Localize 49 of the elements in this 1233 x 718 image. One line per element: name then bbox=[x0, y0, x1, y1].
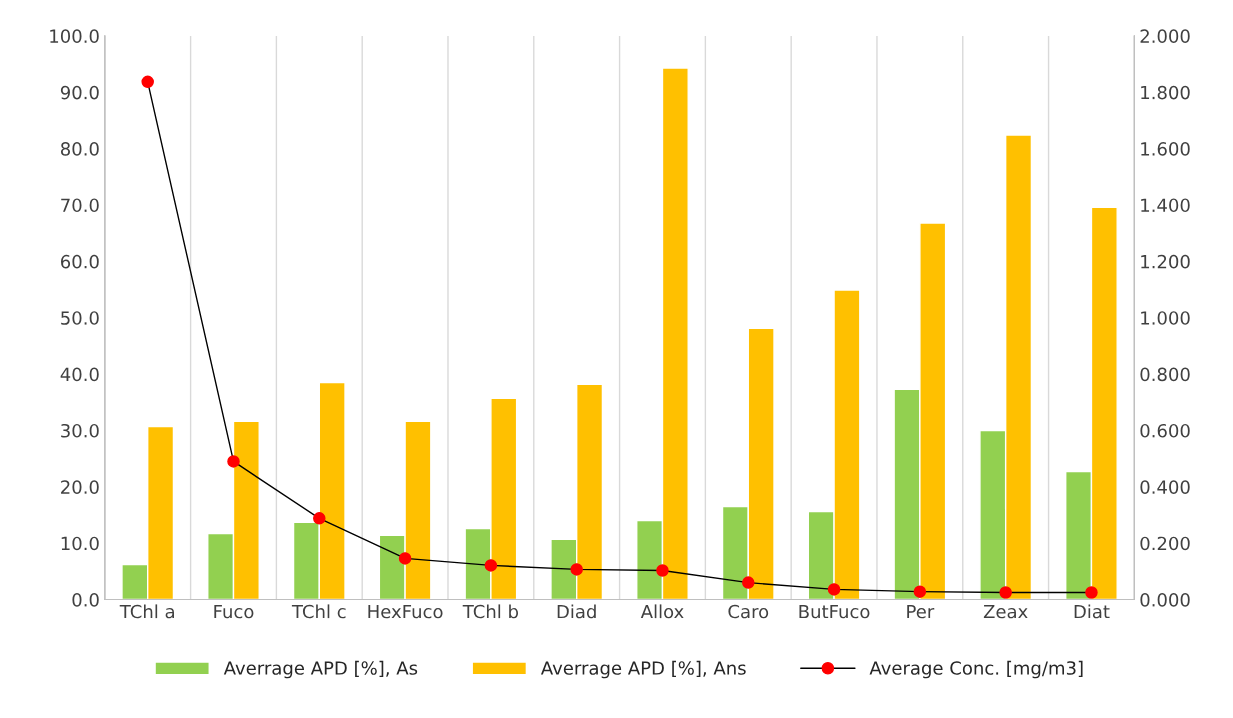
y-tick-label: 20.0 bbox=[61, 480, 99, 494]
y2-tick-label: 1.600 bbox=[1141, 142, 1190, 156]
y-tick-label: 60.0 bbox=[61, 254, 99, 269]
y2-tick-label: 0.000 bbox=[1140, 592, 1190, 607]
point bbox=[999, 586, 1012, 599]
x-tick-label: TChl b bbox=[462, 604, 519, 619]
point bbox=[227, 455, 240, 468]
x-tick-label: Caro bbox=[728, 604, 769, 619]
x-tick-label: TChl c bbox=[291, 604, 346, 619]
x-tick-label: Zeax bbox=[983, 604, 1028, 619]
x-tick-label: Per bbox=[907, 604, 935, 619]
x-tick-label: HexFuco bbox=[368, 604, 443, 619]
y-tick-label: 70.0 bbox=[61, 198, 99, 213]
y2-tick-label: 0.800 bbox=[1140, 367, 1190, 382]
x-tick-label: Diat bbox=[1074, 604, 1110, 619]
point bbox=[742, 576, 755, 589]
y2-tick-label: 0.200 bbox=[1140, 536, 1190, 551]
y-tick-label: 10.0 bbox=[61, 536, 99, 551]
point bbox=[570, 563, 583, 576]
y2-tick-label: 0.400 bbox=[1140, 480, 1190, 494]
y2-tick-label: 2.000 bbox=[1140, 29, 1190, 44]
point bbox=[141, 75, 154, 89]
point bbox=[484, 559, 498, 572]
x-tick-label: TChl a bbox=[119, 604, 174, 619]
x-tick-label: Fuco bbox=[214, 604, 254, 619]
y2-tick-label: 1.000 bbox=[1141, 311, 1190, 325]
y-tick-label: 100.0 bbox=[50, 29, 99, 44]
point bbox=[398, 552, 412, 565]
point bbox=[1085, 586, 1098, 599]
y2-tick-label: 1.800 bbox=[1141, 85, 1190, 100]
legend-label: Averrage APD [%], Ans bbox=[540, 660, 746, 679]
y-tick-label: 80.0 bbox=[60, 142, 99, 156]
x-tick-label: Allox bbox=[640, 604, 684, 619]
y-tick-label: 90.0 bbox=[60, 85, 99, 100]
x-tick-label: ButFuco bbox=[799, 604, 870, 619]
y-tick-label: 40.0 bbox=[60, 367, 99, 382]
point bbox=[656, 564, 669, 577]
y2-tick-label: 0.600 bbox=[1140, 423, 1190, 438]
legend-label: Average Conc. [mg/m3] bbox=[869, 660, 1083, 679]
y-tick-label: 0.0 bbox=[72, 592, 99, 607]
point bbox=[313, 512, 326, 525]
x-tick-label: Diad bbox=[557, 604, 596, 619]
legend-label: Averrage APD [%], As bbox=[223, 660, 418, 679]
y2-tick-label: 1.400 bbox=[1141, 198, 1190, 213]
y2-tick-label: 1.200 bbox=[1141, 254, 1190, 269]
y-tick-label: 50.0 bbox=[61, 311, 99, 325]
y-tick-label: 30.0 bbox=[61, 423, 99, 438]
point bbox=[827, 583, 841, 596]
point bbox=[913, 585, 927, 598]
